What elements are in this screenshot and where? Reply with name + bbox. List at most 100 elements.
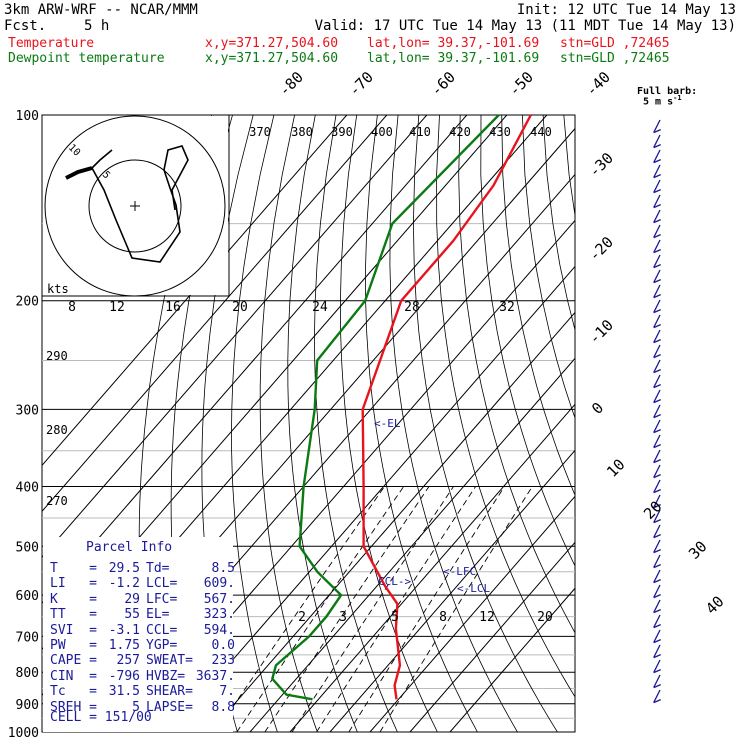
- isotherm-tick-label: -30: [585, 149, 617, 181]
- theta-tick-label: 390: [331, 125, 353, 139]
- parcel-key-1: LI =: [50, 576, 97, 592]
- wind-barb: [653, 569, 661, 584]
- wind-barb: [653, 179, 661, 194]
- hodograph-trace-low: [65, 166, 93, 180]
- parcel-key-1: CIN =: [50, 668, 97, 684]
- pressure-tick-label: 1000: [8, 726, 39, 740]
- hodograph-axis-label: kts: [47, 282, 69, 296]
- wind-barb-shaft: [653, 434, 661, 448]
- parcel-value-1: 257: [116, 653, 140, 669]
- pressure-tick-label: 100: [16, 109, 39, 124]
- wind-barb: [653, 524, 661, 539]
- parcel-info-panel: [43, 537, 233, 732]
- wind-barb-flag: [653, 264, 661, 269]
- wind-barb: [653, 344, 661, 359]
- wind-barb-shaft: [653, 479, 661, 493]
- wind-barb-flag: [653, 384, 661, 389]
- parcel-key-2: LFC=: [146, 591, 178, 607]
- profile-lines: [270, 114, 532, 701]
- wind-barb: [653, 374, 661, 389]
- isotherm-line: [369, 495, 575, 732]
- mixing-ratio-top-label: 28: [404, 300, 420, 315]
- barb-legend-value: 5 m s-1: [643, 94, 682, 108]
- mixing-ratio-bottom-label: 2: [298, 610, 306, 625]
- dry-adiabat-line: [365, 115, 478, 732]
- wind-barb: [653, 194, 661, 209]
- dewpoint-legend-label: Dewpoint temperature: [8, 51, 165, 66]
- wind-barb: [653, 209, 661, 224]
- wind-barb: [653, 659, 661, 674]
- mixing-ratio-group: [215, 486, 533, 732]
- wind-barb: [653, 599, 661, 614]
- parcel-value-2: 233: [211, 653, 235, 669]
- wind-barb: [653, 164, 661, 179]
- pressure-tick-label: 600: [16, 589, 39, 604]
- dry-adiabat-line: [542, 115, 575, 332]
- temperature-xy: x,y=371.27,504.60: [205, 36, 339, 51]
- wind-barb: [653, 464, 661, 479]
- parcel-value-1: 5: [132, 699, 140, 715]
- wind-barb-shaft: [653, 569, 661, 583]
- isotherm-line: [409, 541, 575, 732]
- isotherm-tick-label: -60: [427, 68, 459, 100]
- mixing-ratio-bottom-label: 20: [537, 610, 553, 625]
- dry-adiabat-line: [259, 115, 318, 732]
- wind-barb-flag: [653, 339, 661, 344]
- parcel-value-1: 1.75: [108, 638, 140, 653]
- wind-barb-flag: [653, 609, 661, 614]
- wind-barb: [653, 299, 661, 314]
- wind-barb-shaft: [653, 209, 661, 223]
- isotherm-line: [42, 115, 348, 467]
- wind-barb-shaft: [653, 464, 661, 478]
- isotherm-line: [249, 357, 575, 732]
- theta-tick-label: 400: [371, 125, 393, 139]
- mixing-ratio-top-label: 12: [109, 300, 125, 315]
- parcel-key-1: SVI =: [50, 622, 97, 638]
- wind-barb: [653, 389, 661, 404]
- mixing-ratio-bottom-label: 8: [439, 610, 447, 625]
- wind-barb-flag: [653, 474, 661, 479]
- wind-barb-shaft: [653, 254, 661, 268]
- mixing-ratio-line: [316, 486, 476, 732]
- mixing-ratio-line: [264, 486, 430, 732]
- init-time: Init: 12 UTC Tue 14 May 13: [516, 2, 736, 18]
- mixing-ratio-bottom-label: 3: [339, 610, 347, 625]
- wind-barb-shaft: [653, 554, 661, 568]
- isotherm-tick-label: -10: [585, 316, 617, 348]
- mixing-ratio-line: [215, 486, 385, 732]
- parcel-info-row: LI = -1.2 LCL= 609.: [50, 576, 235, 591]
- wind-barb-flag: [653, 549, 661, 554]
- isotherm-line: [42, 115, 428, 559]
- parcel-info-row: PW = 1.75 YGP= 0.0: [50, 638, 235, 653]
- temperature-station: stn=GLD ,72465: [560, 36, 670, 51]
- wind-barb-flag: [653, 699, 661, 704]
- pressure-tick-label: 700: [16, 630, 39, 645]
- isotherm-line: [42, 115, 468, 605]
- parcel-value-2: 3637.: [195, 668, 235, 684]
- wind-barb-shaft: [653, 509, 661, 523]
- parcel-info-row: Tc = 31.5 SHEAR= 7.: [50, 684, 235, 699]
- parcel-value-2: 609.: [203, 576, 235, 592]
- dry-adiabat-line: [458, 115, 575, 634]
- parcel-key-1: SREH =: [50, 699, 97, 715]
- wind-barb-shaft: [653, 224, 661, 238]
- wind-barb-shaft: [653, 629, 661, 643]
- parcel-key-2: SWEAT=: [146, 653, 193, 669]
- wind-barb-shaft: [653, 614, 661, 628]
- parcel-value-2: 594.: [203, 622, 235, 638]
- wind-barb: [653, 329, 661, 344]
- wind-barb-flag: [653, 294, 661, 299]
- wind-barb-shaft: [653, 389, 661, 403]
- wind-barb-shaft: [653, 584, 661, 598]
- dry-adiabat-line: [585, 115, 740, 732]
- parcel-info-row: SREH = 5 LAPSE= 8.8: [50, 700, 235, 715]
- wind-barb-shaft: [653, 449, 661, 463]
- wind-barb: [653, 689, 661, 704]
- isotherm-tick-label: 10: [603, 455, 629, 481]
- hodograph-ring-outer: [44, 115, 226, 297]
- wind-barb-flag: [653, 459, 661, 464]
- parcel-value-1: 29: [124, 591, 140, 607]
- wind-barb-flag: [653, 249, 661, 254]
- wind-barb-shaft: [653, 194, 661, 208]
- parcel-value-1: -3.1: [108, 622, 140, 638]
